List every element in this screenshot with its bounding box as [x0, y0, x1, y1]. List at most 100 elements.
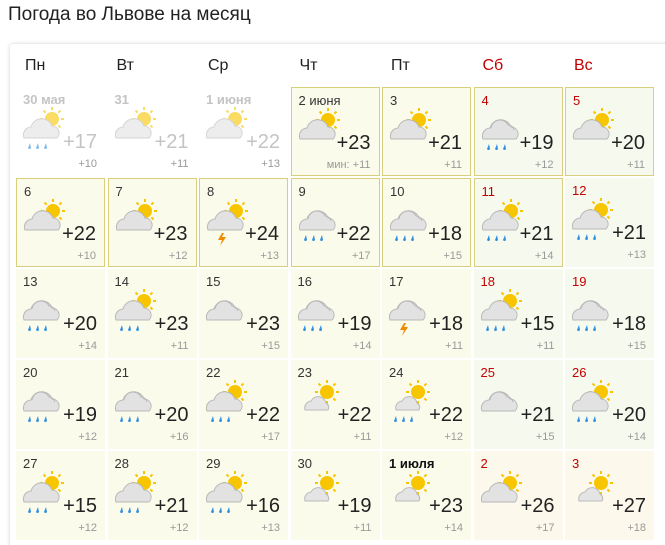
day-temp: +22: [336, 223, 371, 245]
day-cell: 27 +15 +12: [16, 451, 105, 540]
day-cell: 16 +19 +14: [290, 269, 380, 358]
day-date: 3: [390, 93, 398, 108]
day-date: 21: [114, 365, 129, 380]
day-min-temp: мин: +11: [326, 159, 371, 171]
day-date: 17: [389, 274, 404, 289]
weather-icon: [480, 471, 522, 503]
day-min-temp: +11: [444, 159, 462, 171]
day-cell: 18 +15 +11: [473, 269, 563, 358]
weather-icon: [115, 199, 157, 231]
day-min-temp: +14: [78, 340, 97, 352]
day-cell: 6 +22 +10: [16, 178, 105, 267]
day-min-temp: +10: [77, 250, 96, 262]
weather-icon: [205, 380, 247, 423]
day-min-temp: +17: [351, 250, 371, 262]
day-temp: +23: [429, 495, 463, 517]
day-cell: 14 +23 +11: [107, 269, 197, 358]
day-min-temp: +11: [170, 158, 189, 170]
day-temp: +19: [337, 313, 372, 335]
weather-icon: [388, 300, 426, 336]
day-temp: +21: [612, 222, 646, 244]
weather-icon: [303, 380, 339, 411]
day-min-temp: +10: [78, 158, 97, 170]
day-min-temp: +13: [261, 158, 280, 170]
weekday-header: Вс: [574, 57, 593, 74]
weather-icon: [571, 300, 609, 332]
day-date: 26: [572, 365, 587, 380]
day-min-temp: +11: [170, 340, 189, 352]
day-temp: +20: [612, 404, 646, 426]
day-temp: +24: [245, 223, 279, 245]
weather-icon: [481, 199, 523, 242]
weather-icon: [22, 471, 64, 514]
weather-icon: [571, 198, 613, 241]
day-date: 9: [298, 184, 306, 199]
day-cell: 3 +27 +18: [565, 451, 654, 540]
weather-icon: [114, 107, 156, 139]
weather-icon: [114, 289, 156, 332]
day-min-temp: +14: [444, 522, 463, 534]
weekday-header: Вт: [116, 57, 134, 74]
weather-icon: [205, 471, 247, 514]
weekday-header: Пн: [25, 57, 46, 74]
day-min-temp: +12: [169, 522, 189, 534]
day-date: 6: [24, 184, 32, 199]
day-cell: 24 +22 +12: [382, 360, 471, 449]
day-date: 19: [572, 274, 587, 289]
weather-icon: [394, 380, 430, 423]
weather-icon: [480, 289, 522, 332]
day-min-temp: +17: [535, 522, 555, 534]
day-date: 20: [23, 365, 38, 380]
day-temp: +15: [63, 495, 97, 517]
day-cell: 7 +23 +12: [107, 178, 197, 267]
day-date: 30 мая: [23, 92, 66, 107]
day-min-temp: +12: [444, 431, 463, 443]
day-temp: +18: [428, 223, 462, 245]
day-date: 10: [390, 184, 405, 199]
weather-icon: [481, 119, 519, 151]
day-min-temp: +14: [352, 340, 372, 352]
weather-icon: [22, 391, 60, 423]
day-temp: +27: [612, 495, 646, 517]
day-cell: 30 +19 +11: [290, 451, 380, 540]
weather-icon: [578, 471, 613, 502]
day-date: 2 июня: [298, 93, 341, 108]
day-date: 28: [114, 456, 129, 471]
day-cell: 15 +23 +15: [199, 269, 288, 358]
weather-icon: [303, 471, 339, 502]
day-cell: 26 +20 +14: [565, 360, 654, 449]
day-temp: +20: [63, 313, 97, 335]
day-date: 30: [297, 456, 312, 471]
day-temp: +21: [520, 404, 555, 426]
day-min-temp: +12: [78, 431, 97, 443]
weather-icon: [572, 108, 614, 140]
day-temp: +19: [519, 132, 554, 154]
day-cell: 13 +20 +14: [16, 269, 105, 358]
day-temp: +20: [154, 404, 189, 426]
day-cell: 3 +21 +11: [382, 87, 471, 176]
day-cell: 2 июня +23 мин: +11: [290, 87, 380, 176]
day-temp: +17: [63, 131, 97, 153]
day-min-temp: +11: [627, 159, 645, 171]
weather-icon: [205, 107, 247, 139]
weather-icon: [571, 380, 613, 423]
weather-icon: [389, 108, 431, 140]
day-temp: +18: [429, 313, 463, 335]
day-date: 23: [297, 365, 312, 380]
day-cell: 5 +20 +11: [565, 87, 654, 176]
weather-icon: [22, 107, 64, 150]
weather-icon: [298, 108, 340, 140]
day-min-temp: +15: [261, 340, 280, 352]
day-temp: +22: [429, 404, 463, 426]
day-min-temp: +11: [353, 522, 372, 534]
day-cell: 10 +18 +15: [382, 178, 471, 267]
day-temp: +20: [611, 132, 645, 154]
day-temp: +22: [337, 404, 372, 426]
day-temp: +23: [153, 223, 188, 245]
day-cell: 30 мая +17 +10: [16, 87, 105, 176]
day-cell: 1 июля +23 +14: [382, 451, 471, 540]
day-min-temp: +18: [627, 522, 646, 534]
day-cell: 23 +22 +11: [290, 360, 380, 449]
day-date: 8: [207, 184, 215, 199]
